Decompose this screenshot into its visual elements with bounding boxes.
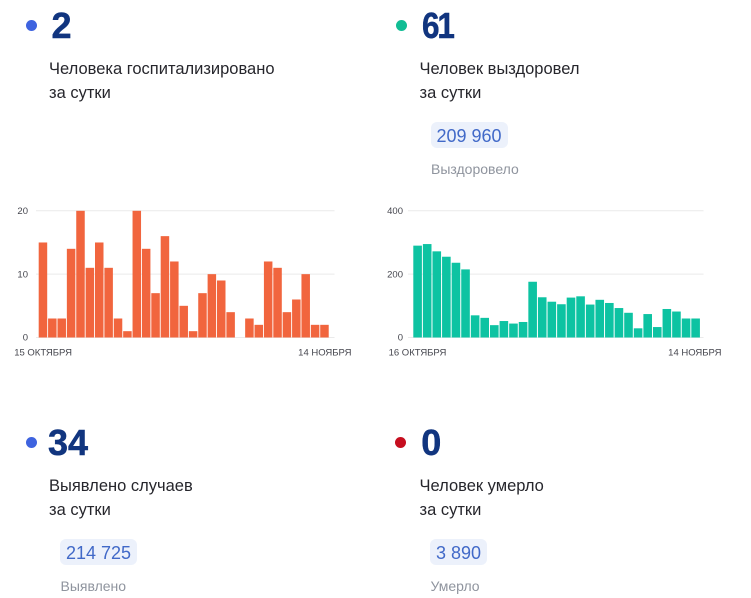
svg-text:200: 200 [387, 269, 403, 280]
svg-text:14 НОЯБРЯ: 14 НОЯБРЯ [298, 348, 351, 359]
svg-text:10: 10 [17, 269, 28, 280]
svg-text:15 ОКТЯБРЯ: 15 ОКТЯБРЯ [14, 348, 72, 359]
svg-text:20: 20 [17, 206, 28, 217]
svg-text:14 НОЯБРЯ: 14 НОЯБРЯ [668, 348, 721, 359]
svg-text:16 ОКТЯБРЯ: 16 ОКТЯБРЯ [389, 348, 447, 359]
svg-text:0: 0 [23, 333, 28, 344]
svg-text:400: 400 [387, 206, 403, 217]
svg-text:0: 0 [398, 333, 403, 344]
